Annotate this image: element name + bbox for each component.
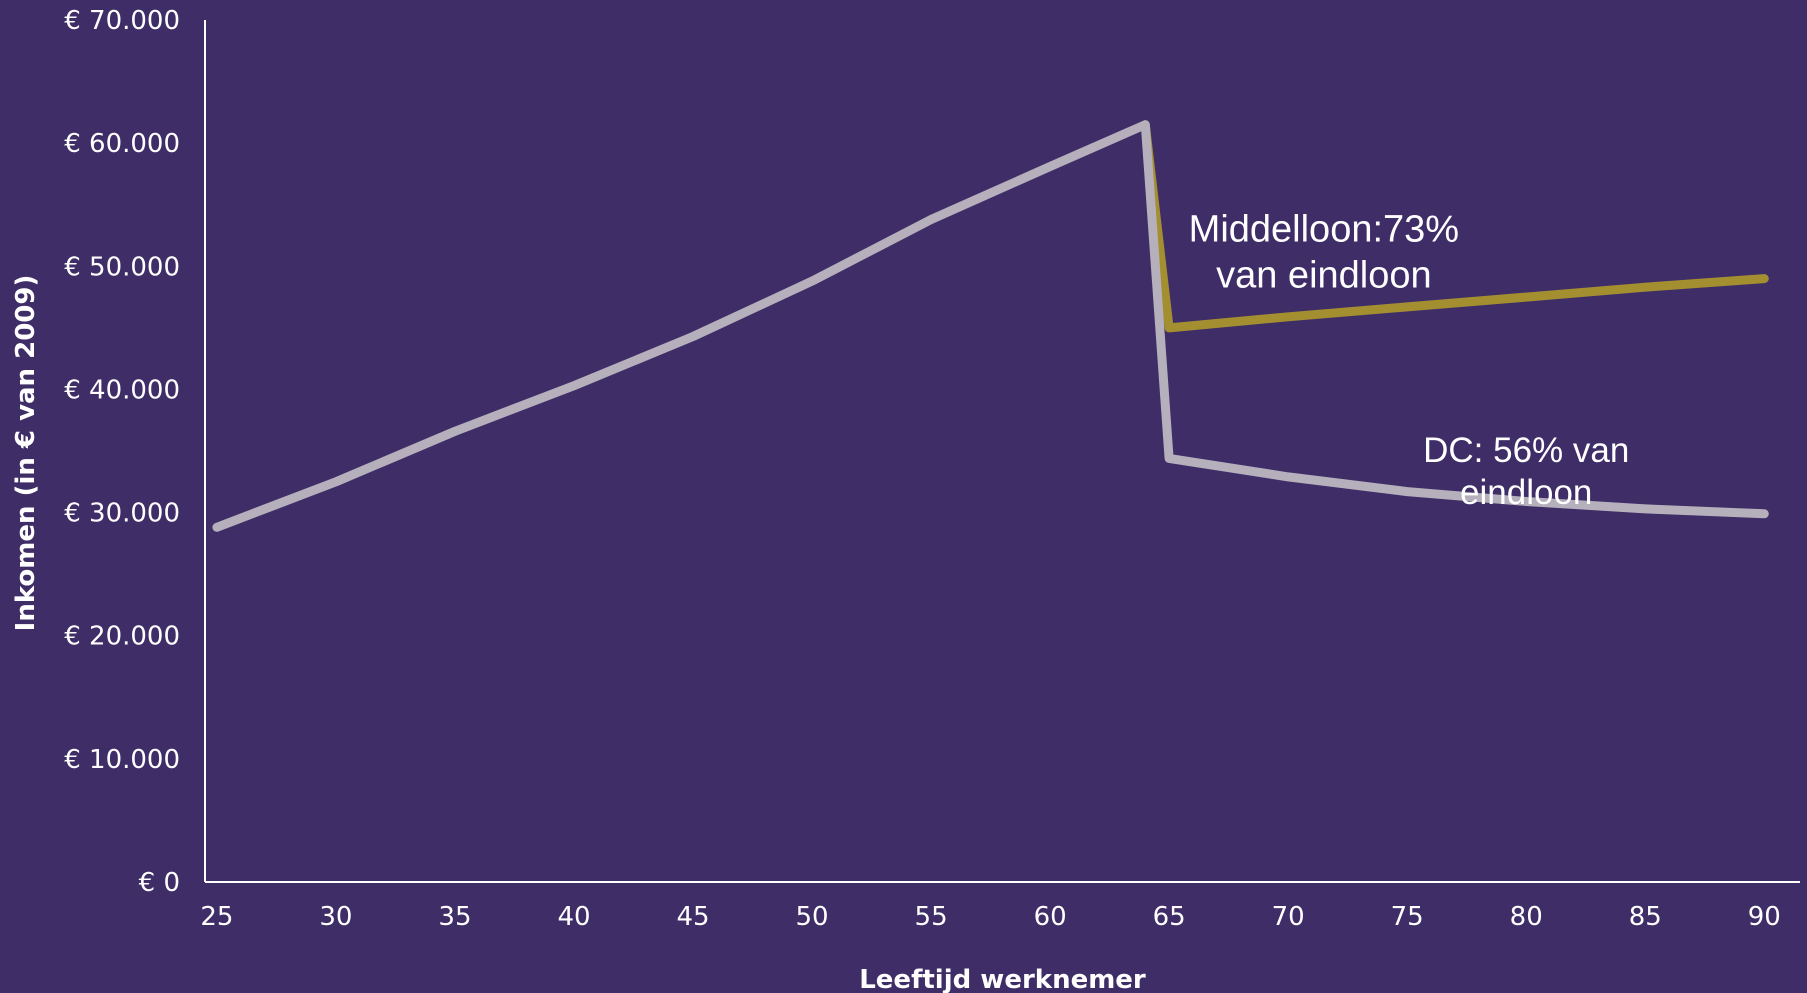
y-tick-label: € 40.000 — [64, 375, 180, 405]
annotations: Middelloon:73%van eindloon DC: 56% vanein… — [1189, 209, 1630, 512]
x-tick-label: 40 — [557, 902, 590, 932]
series-line-2 — [212, 120, 1769, 532]
x-tick-label: 55 — [915, 902, 948, 932]
y-tick-labels: € 0 € 10.000 € 20.000 € 30.000 € 40.000 € 50.… — [64, 6, 180, 898]
annotation-label: Middelloon:73% — [1189, 209, 1459, 251]
y-tick-label: € 10.000 — [64, 745, 180, 775]
x-tick-label: 80 — [1510, 902, 1543, 932]
y-tick-label: € 60.000 — [64, 129, 180, 159]
x-tick-label: 70 — [1272, 902, 1305, 932]
y-tick-label: € 70.000 — [64, 6, 180, 36]
x-tick-labels: 25 30 35 40 45 50 55 60 65 70 75 80 85 90 — [200, 902, 1780, 932]
y-tick-label: € 30.000 — [64, 499, 180, 529]
y-axis-title: Inkomen (in € van 2009) — [11, 275, 41, 632]
annotation-label: van eindloon — [1216, 255, 1432, 297]
x-tick-label: 35 — [438, 902, 471, 932]
x-tick-label: 60 — [1034, 902, 1067, 932]
x-tick-label: 50 — [796, 902, 829, 932]
x-tick-label: 30 — [319, 902, 352, 932]
series-line-1 — [1140, 120, 1769, 333]
x-tick-label: 65 — [1153, 902, 1186, 932]
annotation-label: eindloon — [1460, 473, 1592, 512]
y-tick-label: € 50.000 — [64, 252, 180, 282]
series-layer — [212, 120, 1769, 532]
annotation-label: DC: 56% van — [1423, 431, 1629, 470]
y-tick-label: € 0 — [139, 868, 180, 898]
x-tick-label: 25 — [200, 902, 233, 932]
x-tick-label: 85 — [1629, 902, 1662, 932]
x-tick-label: 90 — [1748, 902, 1781, 932]
x-tick-label: 45 — [676, 902, 709, 932]
y-tick-label: € 20.000 — [64, 622, 180, 652]
x-tick-label: 75 — [1391, 902, 1424, 932]
x-axis-title: Leeftijd werknemer — [859, 965, 1146, 993]
